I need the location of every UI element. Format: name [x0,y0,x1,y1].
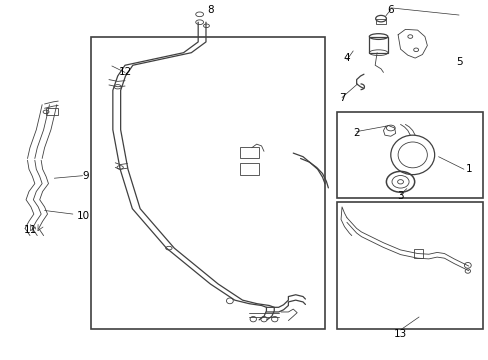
Text: 12: 12 [118,67,131,77]
Bar [336,112,483,198]
Text: 4: 4 [343,53,349,63]
Text: 1: 1 [465,164,471,174]
Bar [413,249,422,258]
Bar [336,202,483,329]
Text: 6: 6 [386,5,393,15]
Text: 13: 13 [393,329,407,339]
Text: 11: 11 [23,225,37,235]
Text: 5: 5 [455,57,462,67]
Text: 8: 8 [206,5,213,15]
Bar [46,108,58,116]
Text: 9: 9 [82,171,89,181]
Bar [375,19,386,24]
Text: 7: 7 [338,93,345,103]
Text: 10: 10 [77,211,90,221]
Bar [91,37,325,329]
Text: 3: 3 [396,191,403,201]
Text: 2: 2 [353,129,359,138]
Bar [368,37,387,53]
